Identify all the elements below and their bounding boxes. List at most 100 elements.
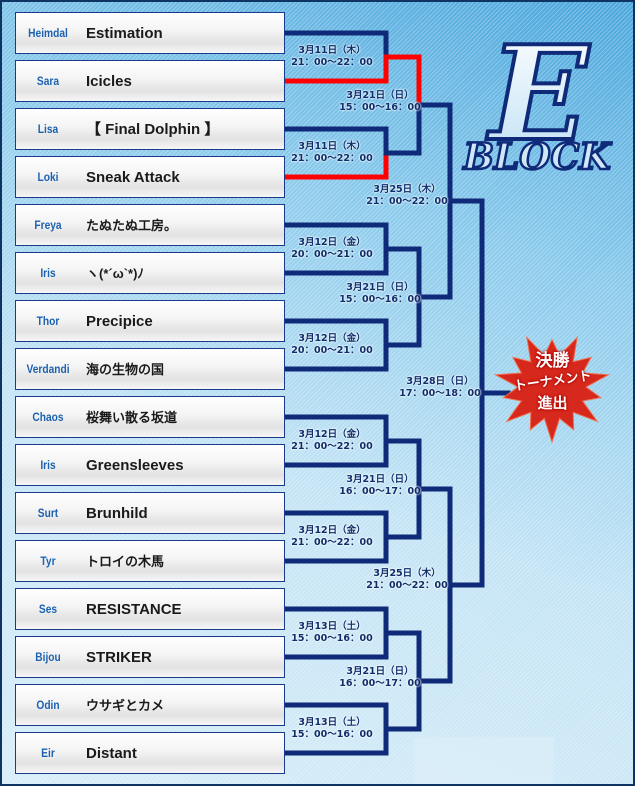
- match-date: 3月21日（日）: [346, 282, 414, 293]
- match-time: 15：00～16：00: [339, 294, 421, 305]
- match-date: 3月25日（木）: [373, 568, 441, 579]
- team-name: Icicles: [86, 73, 132, 90]
- player-name: Iris: [40, 266, 56, 280]
- player-name: Eir: [41, 746, 55, 760]
- entry-row: Freya たぬたぬ工房。: [15, 204, 285, 246]
- team-name: ヽ(*´ω`*)ﾉ: [86, 266, 144, 281]
- logo-word: BLOCK: [462, 136, 612, 178]
- team-name: トロイの木馬: [86, 554, 165, 569]
- match-date: 3月11日（木）: [298, 45, 366, 56]
- player-name: Odin: [36, 698, 60, 712]
- match-schedule: 3月11日（木） 21：00～22：00: [277, 45, 387, 69]
- background-panel: [414, 737, 554, 784]
- match-schedule: 3月25日（木） 21：00～22：00: [352, 568, 462, 592]
- starburst-icon: [493, 335, 611, 444]
- entry-row: Bijou STRIKER: [15, 636, 285, 678]
- match-time: 21：00～22：00: [291, 57, 373, 68]
- match-schedule: 3月12日（金） 21：00～22：00: [277, 429, 387, 453]
- badge-line3: 進出: [537, 394, 568, 412]
- team-name: ウサギとカメ: [86, 698, 165, 713]
- entry-row: Iris ヽ(*´ω`*)ﾉ: [15, 252, 285, 294]
- entry-row: Heimdal Estimation: [15, 12, 285, 54]
- match-time: 15：00～16：00: [291, 729, 373, 740]
- player-name: Heimdal: [28, 26, 68, 40]
- player-name: Verdandi: [26, 362, 70, 376]
- match-time: 20：00～21：00: [291, 345, 373, 356]
- match-time: 21：00～22：00: [291, 537, 373, 548]
- team-name: Brunhild: [86, 505, 148, 522]
- player-name: Lisa: [37, 122, 59, 136]
- entry-row: Verdandi 海の生物の国: [15, 348, 285, 390]
- player-name: Sara: [36, 74, 60, 88]
- e-block-logo: E BLOCK: [461, 15, 613, 179]
- team-name: Precipice: [86, 313, 153, 330]
- match-date: 3月12日（金）: [298, 525, 366, 536]
- entry-row: Ses RESISTANCE: [15, 588, 285, 630]
- player-name: Bijou: [35, 650, 61, 664]
- player-name: Ses: [38, 602, 58, 616]
- entry-row: Iris Greensleeves: [15, 444, 285, 486]
- match-time: 16：00～17：00: [339, 678, 421, 689]
- team-name: 海の生物の国: [86, 362, 165, 377]
- entry-row: Surt Brunhild: [15, 492, 285, 534]
- entry-row: Sara Icicles: [15, 60, 285, 102]
- team-name: Greensleeves: [86, 457, 184, 474]
- logo-letter: E: [485, 17, 590, 170]
- match-date: 3月11日（木）: [298, 141, 366, 152]
- match-date: 3月12日（金）: [298, 237, 366, 248]
- player-name: Surt: [37, 506, 59, 520]
- match-date: 3月13日（土）: [298, 717, 366, 728]
- match-schedule: 3月21日（日） 16：00～17：00: [325, 474, 435, 498]
- match-schedule: 3月21日（日） 16：00～17：00: [325, 666, 435, 690]
- player-name: Tyr: [40, 554, 56, 568]
- player-name: Iris: [40, 458, 56, 472]
- match-schedule: 3月13日（土） 15：00～16：00: [277, 621, 387, 645]
- team-name: Sneak Attack: [86, 169, 180, 186]
- match-schedule: 3月11日（木） 21：00～22：00: [277, 141, 387, 165]
- entry-row: Tyr トロイの木馬: [15, 540, 285, 582]
- match-time: 15：00～16：00: [339, 102, 421, 113]
- match-time: 21：00～22：00: [366, 580, 448, 591]
- match-schedule: 3月13日（土） 15：00～16：00: [277, 717, 387, 741]
- entry-row: Chaos 桜舞い散る坂道: [15, 396, 285, 438]
- player-name: Loki: [37, 170, 59, 184]
- entry-row: Eir Distant: [15, 732, 285, 774]
- badge-line1: 決勝: [535, 351, 570, 371]
- team-name: 桜舞い散る坂道: [86, 410, 178, 425]
- match-schedule: 3月28日（日） 17：00～18：00: [385, 376, 495, 400]
- match-time: 21：00～22：00: [366, 196, 448, 207]
- match-schedule: 3月12日（金） 20：00～21：00: [277, 333, 387, 357]
- entry-row: Loki Sneak Attack: [15, 156, 285, 198]
- match-date: 3月21日（日）: [346, 90, 414, 101]
- player-name: Freya: [34, 218, 62, 232]
- final-tournament-badge: 決勝 トーナメント 進出: [490, 332, 615, 447]
- match-date: 3月28日（日）: [406, 376, 474, 387]
- entry-row: Odin ウサギとカメ: [15, 684, 285, 726]
- match-date: 3月13日（土）: [298, 621, 366, 632]
- match-time: 20：00～21：00: [291, 249, 373, 260]
- match-schedule: 3月25日（木） 21：00～22：00: [352, 184, 462, 208]
- match-time: 17：00～18：00: [399, 388, 481, 399]
- team-name: STRIKER: [86, 649, 152, 666]
- match-time: 15：00～16：00: [291, 633, 373, 644]
- match-date: 3月21日（日）: [346, 666, 414, 677]
- match-date: 3月21日（日）: [346, 474, 414, 485]
- team-name: Estimation: [86, 25, 163, 42]
- match-time: 21：00～22：00: [291, 153, 373, 164]
- player-name: Chaos: [32, 410, 64, 424]
- entry-row: Lisa 【 Final Dolphin 】: [15, 108, 285, 150]
- match-schedule: 3月21日（日） 15：00～16：00: [325, 90, 435, 114]
- match-schedule: 3月12日（金） 20：00～21：00: [277, 237, 387, 261]
- player-name: Thor: [36, 314, 60, 328]
- match-schedule: 3月21日（日） 15：00～16：00: [325, 282, 435, 306]
- match-time: 21：00～22：00: [291, 441, 373, 452]
- entry-row: Thor Precipice: [15, 300, 285, 342]
- team-name: Distant: [86, 745, 137, 762]
- team-name: 【 Final Dolphin 】: [86, 121, 220, 138]
- match-date: 3月12日（金）: [298, 333, 366, 344]
- match-time: 16：00～17：00: [339, 486, 421, 497]
- match-date: 3月25日（木）: [373, 184, 441, 195]
- match-schedule: 3月12日（金） 21：00～22：00: [277, 525, 387, 549]
